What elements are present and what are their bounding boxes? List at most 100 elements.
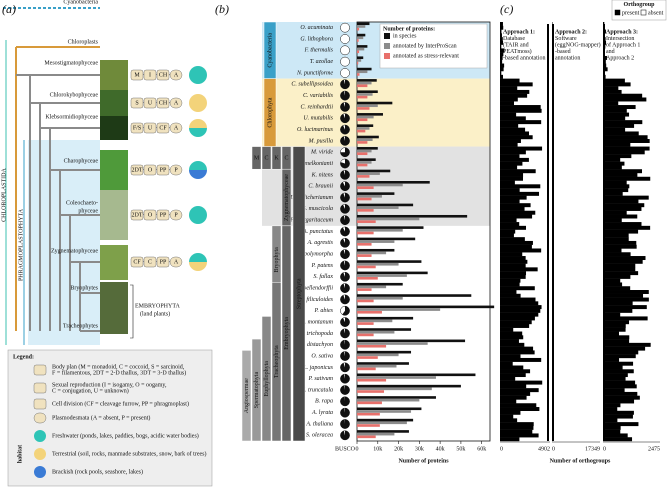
heatmap-cell [603, 290, 649, 294]
heatmap-cell [603, 361, 634, 366]
heatmap-cell [500, 33, 502, 38]
approach-text: annotation [555, 55, 580, 61]
taxon-label: Chlorokybophyceae [50, 92, 99, 98]
heatmap-cell [500, 188, 520, 193]
heatmap-cell [603, 331, 619, 336]
bar [357, 274, 407, 277]
heatmap-cell [500, 101, 515, 106]
heatmap-cell [603, 267, 636, 272]
heatmap-cell [500, 244, 532, 249]
heatmap-cell [500, 410, 521, 415]
heatmap-cell [500, 282, 520, 287]
bar [357, 305, 495, 309]
separator: · [143, 259, 145, 265]
heatmap-cell [500, 199, 520, 204]
bar [357, 396, 436, 399]
category-label: P. sativum [307, 376, 333, 382]
trait-code: A [174, 259, 179, 265]
heatmap-cell [500, 86, 518, 91]
heatmap-cell [603, 22, 605, 26]
heatmap-cell [603, 180, 627, 185]
heatmap-cell [500, 52, 504, 57]
bar [357, 47, 365, 51]
legend-swatch [384, 53, 390, 59]
heatmap-cell [500, 74, 503, 79]
clade-label: Angiospermae [244, 378, 250, 413]
separator: · [169, 125, 171, 131]
bar [357, 376, 436, 379]
habitat-icon [189, 103, 207, 112]
trait-code: CH [159, 100, 168, 106]
heatmap-cell [603, 297, 649, 302]
heatmap-cell [603, 120, 643, 125]
category-label: A. lyrata [311, 410, 333, 416]
heatmap-cell [603, 433, 628, 438]
busco-wedge [340, 147, 350, 157]
bar [357, 430, 409, 433]
legend-text: F = filamentous, 2DT = 2-D thallus, 3DT … [52, 369, 186, 376]
trait-icon [143, 164, 157, 176]
busco-wedge [340, 328, 350, 339]
heatmap-cell [500, 172, 524, 177]
bar [357, 95, 368, 99]
bar [357, 25, 366, 28]
heatmap-cell [603, 278, 621, 283]
bar [357, 214, 468, 218]
bar [357, 73, 360, 76]
bar [357, 308, 441, 311]
heatmap-cell [603, 395, 640, 400]
bar [357, 181, 430, 184]
busco-label: BUSCO [335, 446, 356, 452]
trait-icon [130, 97, 144, 109]
heatmap-cell [500, 369, 531, 374]
busco-wedge [340, 294, 350, 305]
legend-icon [34, 430, 46, 442]
bar [357, 333, 374, 337]
heatmap-cell [500, 67, 504, 72]
trait-code: PP [160, 167, 167, 173]
bar [357, 316, 414, 320]
bar [357, 101, 393, 105]
separator: · [169, 72, 171, 78]
heatmap-cell [500, 293, 521, 298]
legend-icon [33, 412, 47, 424]
bar [357, 183, 403, 187]
heatmap-cell [603, 222, 642, 227]
busco-wedge [340, 374, 350, 384]
trait-code: PP [160, 259, 167, 265]
busco-wedge [340, 91, 350, 101]
bar [357, 328, 412, 331]
category-label: C. variabilis [303, 93, 334, 99]
approach-text: (TAIR and [503, 41, 529, 48]
trait-icon [143, 256, 157, 268]
heatmap-cell [500, 40, 504, 45]
category-label: G. montanum [300, 319, 333, 325]
heatmap-cell [500, 339, 519, 344]
trait-code: CH [159, 72, 168, 78]
heatmap-cell [500, 195, 527, 200]
habitat-icon [189, 119, 207, 128]
heatmap-cell [603, 399, 635, 404]
busco-wedge [340, 317, 350, 327]
legend-entry: present [622, 10, 640, 16]
heatmap-cell [603, 437, 633, 442]
approach-text: Approach 1: [503, 29, 535, 35]
habitat-icon [189, 206, 207, 215]
trait-icon [156, 164, 170, 176]
heatmap-cell [603, 82, 631, 87]
heatmap-cell [500, 37, 503, 42]
bar [357, 67, 372, 71]
busco-wedge [340, 79, 350, 89]
trait-code: C [148, 259, 152, 265]
bar [357, 271, 428, 275]
micrographs [100, 60, 128, 334]
busco-wedge [340, 226, 350, 237]
heatmap-cell [500, 25, 504, 30]
clade-bar [261, 146, 272, 170]
habitat-icon [189, 128, 207, 137]
heatmap-cell [500, 274, 526, 279]
trait-code: CF [133, 259, 141, 265]
trait-icon [156, 69, 170, 81]
busco-wedge [340, 272, 350, 282]
